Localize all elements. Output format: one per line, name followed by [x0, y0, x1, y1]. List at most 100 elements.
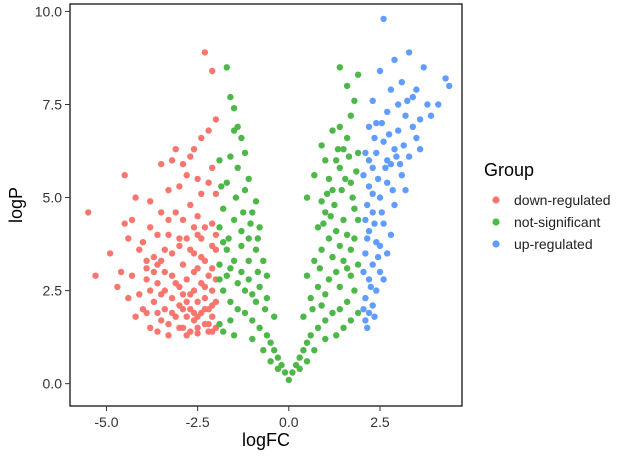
y-axis-title: logP: [6, 187, 26, 223]
data-point: [271, 313, 278, 320]
data-point: [176, 324, 183, 331]
data-point: [150, 253, 158, 261]
data-point: [325, 235, 333, 242]
data-point: [274, 354, 282, 361]
data-point: [183, 313, 190, 320]
y-axis: 0.0 2.5 5.0 7.5 10.0: [35, 3, 70, 392]
series-down-regulated: [85, 49, 220, 339]
data-point: [371, 134, 378, 142]
data-point: [391, 56, 398, 63]
data-point: [362, 149, 369, 157]
data-point: [143, 309, 150, 317]
plot-panel-border: [69, 3, 463, 407]
data-point: [416, 146, 424, 153]
data-point: [354, 309, 362, 317]
data-point: [446, 82, 453, 90]
data-point: [402, 112, 409, 119]
data-point: [349, 194, 356, 201]
data-point: [387, 231, 395, 238]
data-point: [154, 328, 161, 335]
data-point: [179, 160, 187, 168]
data-point: [194, 298, 201, 305]
data-point: [420, 64, 427, 71]
data-point: [303, 358, 311, 365]
data-point: [158, 257, 165, 264]
data-point: [400, 142, 407, 149]
data-point: [362, 250, 369, 257]
data-point: [260, 257, 267, 264]
data-point: [369, 209, 376, 216]
data-point: [369, 302, 376, 309]
data-point: [380, 138, 387, 145]
data-point: [161, 306, 168, 313]
data-point: [176, 183, 183, 190]
data-point: [201, 224, 209, 231]
data-point: [212, 190, 220, 197]
data-point: [260, 347, 267, 354]
data-point: [371, 220, 378, 227]
data-point: [300, 313, 307, 320]
data-point: [183, 172, 190, 179]
data-point: [245, 257, 252, 264]
data-point: [413, 86, 420, 93]
data-point: [209, 287, 216, 294]
data-point: [389, 186, 396, 194]
data-point: [234, 280, 241, 287]
data-point: [150, 268, 158, 276]
data-point: [263, 332, 271, 339]
data-point: [354, 261, 362, 268]
data-point: [336, 64, 343, 71]
data-point: [285, 376, 292, 384]
data-point: [252, 298, 260, 305]
data-point: [281, 369, 289, 376]
data-point: [360, 172, 367, 179]
data-point: [194, 175, 201, 183]
data-point: [165, 231, 172, 238]
data-point: [325, 175, 333, 183]
data-point: [158, 160, 165, 168]
data-point: [165, 216, 172, 224]
data-point: [303, 272, 311, 279]
data-point: [369, 190, 376, 197]
data-point: [212, 116, 220, 123]
data-point: [274, 365, 282, 372]
data-point: [345, 153, 353, 160]
data-point: [311, 172, 318, 179]
data-point: [362, 294, 369, 302]
data-point: [201, 306, 209, 313]
data-point: [92, 272, 99, 279]
data-point: [125, 294, 132, 302]
data-point: [209, 265, 216, 272]
data-point: [322, 157, 329, 164]
data-point: [147, 287, 154, 294]
data-point: [168, 294, 176, 302]
data-point: [393, 153, 400, 160]
data-point: [300, 347, 307, 354]
data-point: [187, 153, 194, 160]
legend-label: up-regulated: [514, 236, 593, 252]
data-point: [402, 186, 409, 194]
data-point: [354, 149, 362, 157]
data-point: [194, 265, 201, 272]
data-point: [154, 231, 161, 238]
data-point: [179, 291, 187, 298]
data-point: [172, 280, 179, 287]
legend-items: down-regulated not-significant up-regulate…: [492, 192, 611, 252]
data-point: [369, 261, 376, 268]
data-point: [132, 313, 139, 320]
data-point: [254, 235, 261, 242]
data-point: [340, 146, 347, 153]
data-point: [230, 105, 238, 112]
data-point: [238, 268, 245, 276]
data-point: [227, 265, 234, 272]
data-point: [343, 134, 351, 142]
data-point: [165, 332, 172, 339]
data-point: [336, 306, 343, 313]
data-point: [240, 209, 247, 216]
data-point: [380, 276, 387, 283]
data-point: [364, 324, 371, 331]
data-point: [128, 216, 136, 224]
data-point: [391, 146, 398, 153]
data-point: [205, 320, 212, 328]
data-point: [238, 227, 245, 235]
